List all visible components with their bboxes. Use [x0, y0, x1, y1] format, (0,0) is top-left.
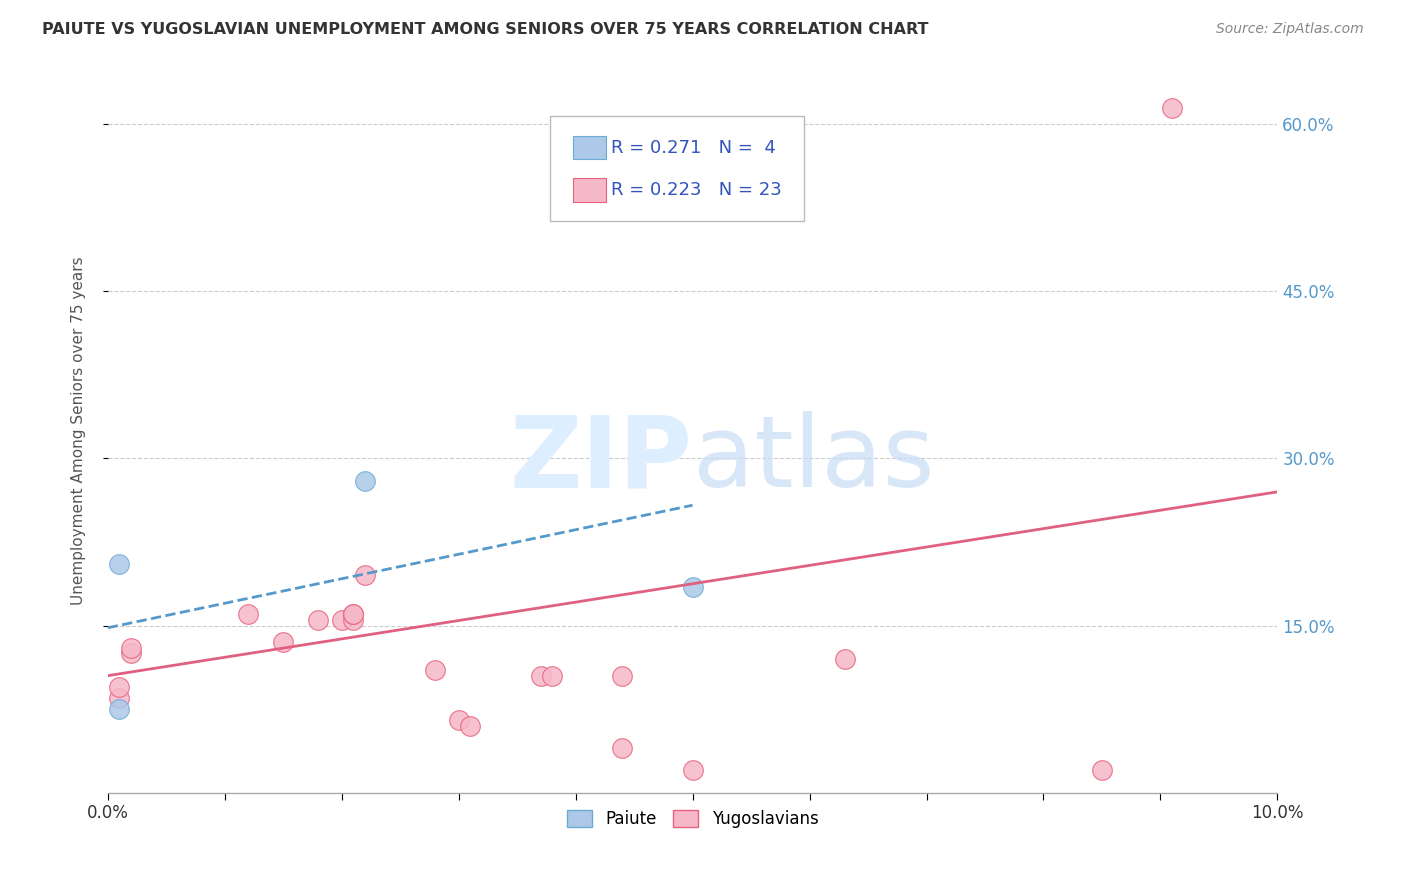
Text: Source: ZipAtlas.com: Source: ZipAtlas.com: [1216, 22, 1364, 37]
Point: [108, 558, 131, 572]
Point: [354, 474, 377, 488]
Point: [330, 613, 353, 627]
Point: [541, 668, 564, 682]
Point: [271, 635, 294, 649]
Point: [236, 607, 259, 622]
Point: [612, 668, 634, 682]
Point: [682, 580, 704, 594]
Point: [1091, 764, 1114, 778]
Point: [460, 719, 482, 733]
Text: PAIUTE VS YUGOSLAVIAN UNEMPLOYMENT AMONG SENIORS OVER 75 YEARS CORRELATION CHART: PAIUTE VS YUGOSLAVIAN UNEMPLOYMENT AMONG…: [42, 22, 929, 37]
Text: atlas: atlas: [693, 411, 934, 508]
Point: [354, 568, 377, 582]
Y-axis label: Unemployment Among Seniors over 75 years: Unemployment Among Seniors over 75 years: [72, 256, 86, 605]
Point: [307, 613, 329, 627]
Point: [529, 668, 551, 682]
Point: [447, 713, 470, 727]
Point: [834, 652, 856, 666]
Point: [108, 680, 131, 694]
Point: [108, 702, 131, 716]
Text: ZIP: ZIP: [510, 411, 693, 508]
Text: R = 0.223   N = 23: R = 0.223 N = 23: [610, 181, 782, 199]
Point: [425, 663, 447, 677]
Point: [1161, 101, 1184, 115]
Point: [342, 607, 364, 622]
Point: [120, 640, 142, 655]
Text: R = 0.271   N =  4: R = 0.271 N = 4: [610, 138, 776, 157]
Point: [342, 613, 364, 627]
Point: [342, 607, 364, 622]
Point: [108, 690, 131, 705]
Legend: Paiute, Yugoslavians: Paiute, Yugoslavians: [560, 804, 825, 835]
Point: [612, 741, 634, 756]
Point: [120, 647, 142, 661]
Point: [682, 764, 704, 778]
